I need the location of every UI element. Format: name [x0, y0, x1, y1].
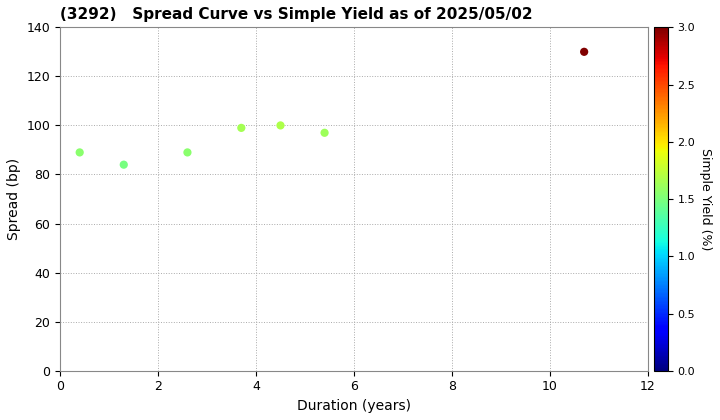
Text: (3292)   Spread Curve vs Simple Yield as of 2025/05/02: (3292) Spread Curve vs Simple Yield as o… [60, 7, 533, 22]
Point [578, 48, 590, 55]
Point [319, 129, 330, 136]
Point [275, 122, 287, 129]
Y-axis label: Simple Yield (%): Simple Yield (%) [699, 148, 712, 250]
Point [235, 124, 247, 131]
Y-axis label: Spread (bp): Spread (bp) [7, 158, 21, 240]
Point [74, 149, 86, 156]
Point [181, 149, 193, 156]
X-axis label: Duration (years): Duration (years) [297, 399, 411, 413]
Point [118, 161, 130, 168]
